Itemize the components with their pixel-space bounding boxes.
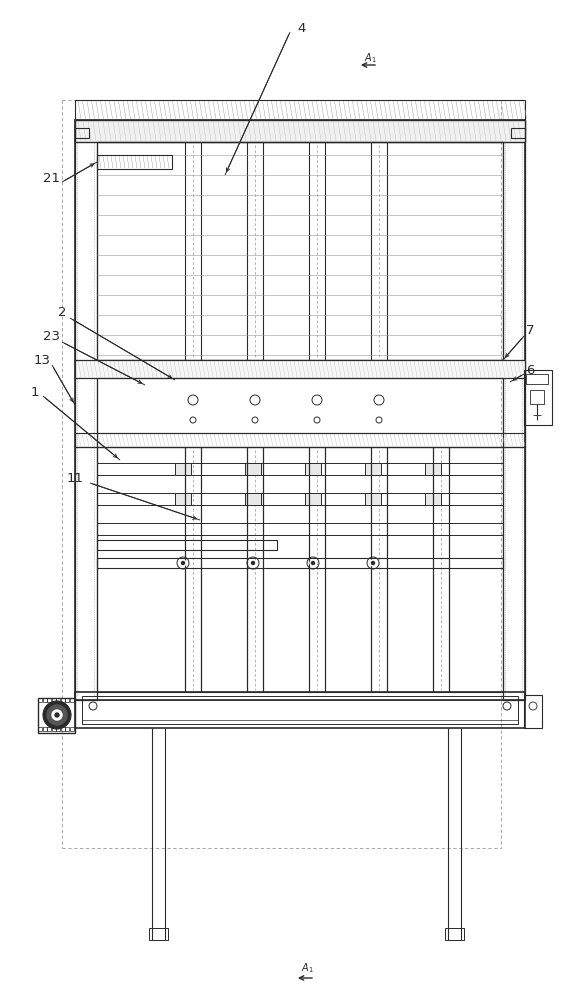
- Bar: [75, 120, 97, 700]
- Circle shape: [370, 560, 376, 566]
- Bar: [97, 523, 503, 535]
- Bar: [97, 155, 172, 169]
- Bar: [97, 447, 503, 692]
- Bar: [425, 463, 441, 475]
- Bar: [445, 928, 464, 940]
- Bar: [51, 727, 56, 731]
- Circle shape: [372, 562, 374, 564]
- Text: 4: 4: [298, 21, 306, 34]
- Bar: [60, 727, 65, 731]
- Bar: [97, 540, 277, 550]
- Circle shape: [310, 560, 316, 566]
- Bar: [42, 727, 47, 731]
- Bar: [97, 558, 503, 568]
- Bar: [365, 463, 381, 475]
- Text: 2: 2: [58, 306, 66, 320]
- Bar: [97, 378, 503, 433]
- Bar: [75, 120, 525, 700]
- Bar: [42, 698, 47, 702]
- Bar: [97, 142, 503, 360]
- Bar: [75, 433, 525, 447]
- Bar: [38, 698, 75, 733]
- Bar: [245, 493, 261, 505]
- Bar: [56, 698, 60, 702]
- Bar: [97, 463, 503, 475]
- Bar: [245, 463, 261, 475]
- Bar: [305, 463, 321, 475]
- Bar: [82, 696, 518, 724]
- Circle shape: [250, 560, 256, 566]
- Bar: [65, 698, 69, 702]
- Bar: [69, 698, 74, 702]
- Text: 11: 11: [66, 472, 83, 485]
- Text: 13: 13: [34, 354, 51, 366]
- Circle shape: [47, 705, 67, 725]
- Text: 6: 6: [526, 363, 534, 376]
- Text: 7: 7: [526, 324, 534, 336]
- Text: $A_1$: $A_1$: [364, 51, 377, 65]
- Bar: [56, 727, 60, 731]
- Bar: [69, 727, 74, 731]
- Text: 1: 1: [31, 385, 39, 398]
- Circle shape: [43, 701, 71, 729]
- Circle shape: [55, 713, 59, 717]
- Bar: [530, 390, 544, 404]
- Circle shape: [180, 560, 186, 566]
- Bar: [75, 100, 525, 120]
- Circle shape: [252, 562, 254, 564]
- Bar: [47, 698, 51, 702]
- Bar: [75, 120, 525, 142]
- Bar: [75, 692, 525, 728]
- Bar: [425, 493, 441, 505]
- Bar: [82, 700, 518, 720]
- Bar: [175, 463, 191, 475]
- Circle shape: [52, 710, 62, 720]
- Bar: [365, 493, 381, 505]
- Text: 21: 21: [43, 172, 60, 184]
- Circle shape: [311, 562, 315, 564]
- Bar: [65, 727, 69, 731]
- Bar: [97, 493, 503, 505]
- Bar: [60, 698, 65, 702]
- Bar: [149, 928, 168, 940]
- Bar: [305, 493, 321, 505]
- Text: 23: 23: [43, 330, 60, 344]
- Text: $A_1$: $A_1$: [301, 961, 314, 975]
- Circle shape: [181, 562, 185, 564]
- Bar: [511, 128, 525, 138]
- Bar: [38, 727, 42, 731]
- Bar: [75, 360, 525, 378]
- Bar: [524, 695, 542, 728]
- Bar: [503, 120, 525, 700]
- Bar: [175, 493, 191, 505]
- Bar: [51, 698, 56, 702]
- Bar: [524, 370, 552, 425]
- Bar: [75, 128, 89, 138]
- Bar: [526, 374, 548, 384]
- Bar: [38, 698, 42, 702]
- Bar: [47, 727, 51, 731]
